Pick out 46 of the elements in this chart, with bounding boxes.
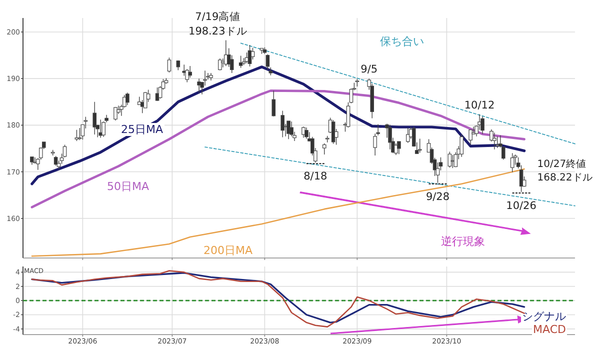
candlestick — [126, 92, 130, 106]
candlestick — [480, 116, 484, 134]
candlestick — [33, 156, 37, 164]
candlestick — [373, 133, 377, 156]
annotation: 10/12 — [464, 99, 495, 112]
candlestick — [286, 120, 290, 140]
candlestick — [266, 54, 270, 70]
candlestick — [290, 121, 294, 137]
series-label: 200日MA — [203, 244, 253, 257]
series-label: MACD — [533, 323, 566, 336]
candlestick — [250, 47, 255, 60]
candlestick — [114, 106, 118, 121]
candlestick — [322, 143, 326, 155]
candlestick — [346, 102, 350, 128]
candlestick — [412, 126, 416, 147]
annotation: 10/27終値 168.22ドル — [537, 158, 592, 184]
candlestick — [418, 138, 422, 154]
candlestick — [406, 128, 410, 144]
annotation: 保ち合い — [380, 35, 424, 48]
candlestick — [92, 102, 97, 135]
candlestick — [78, 128, 82, 140]
candlestick — [185, 68, 190, 83]
candlestick — [388, 124, 392, 150]
annotation: 逆行現象 — [441, 235, 485, 248]
series-label: 50日MA — [106, 180, 150, 193]
candlestick — [280, 110, 284, 138]
candlestick — [468, 129, 472, 146]
candlestick — [167, 57, 172, 73]
candlestick — [304, 127, 308, 140]
candlestick — [238, 55, 243, 68]
annotation: 7/19高値 198.23ドル — [188, 10, 248, 38]
candlestick — [397, 141, 401, 154]
candlestick — [331, 120, 336, 144]
series-label: シグナル — [522, 310, 566, 323]
candlestick — [272, 90, 276, 117]
annotation: 9/28 — [426, 190, 450, 203]
candlestick — [203, 70, 207, 86]
candlestick — [302, 126, 306, 138]
candlestick — [188, 66, 192, 78]
candlestick — [492, 132, 496, 150]
annotation: 8/18 — [304, 170, 328, 183]
candlestick — [460, 134, 464, 158]
annotation: 10/26 — [506, 200, 537, 212]
series-label: 25日MA — [120, 123, 164, 136]
candlestick — [510, 152, 514, 173]
annotation: 9/5 — [360, 64, 378, 76]
